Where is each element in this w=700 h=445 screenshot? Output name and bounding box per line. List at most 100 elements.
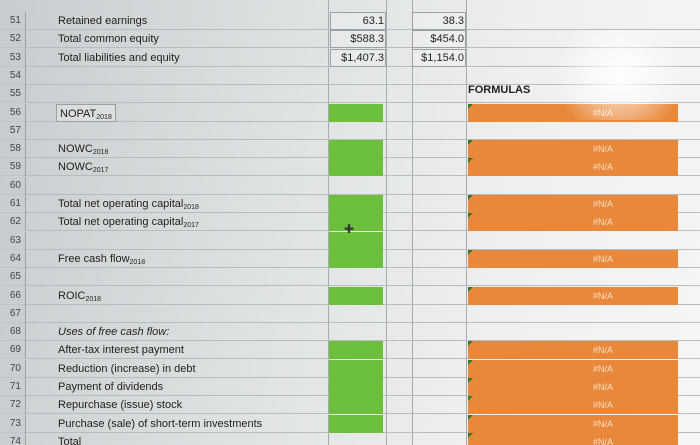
row-label-text: NOWC (58, 161, 93, 174)
formula-cell-orange[interactable]: #N/A (468, 359, 678, 378)
error-indicator-icon (468, 359, 473, 365)
formula-error: #N/A (592, 217, 613, 228)
row-label-text: After-tax interest payment (58, 344, 184, 357)
input-cell-green[interactable] (329, 396, 383, 415)
cell-2018[interactable] (330, 12, 386, 30)
row-number[interactable]: 65 (0, 268, 26, 287)
formula-cell-orange[interactable]: #N/A (468, 378, 678, 396)
formula-cell-orange[interactable]: #N/A (468, 414, 678, 433)
input-cell-green[interactable] (329, 213, 383, 232)
row-label-text: Reduction (increase) in debt (58, 362, 196, 375)
row-number[interactable]: 66 (0, 286, 26, 305)
formula-cell-orange[interactable]: #N/A (468, 432, 678, 445)
cell-2017[interactable] (412, 48, 466, 67)
row-number[interactable]: 64 (0, 249, 26, 268)
table-row: 52 Total common equity $588.3 $454.0 (0, 30, 700, 49)
row-number[interactable]: 72 (0, 396, 26, 415)
row-label[interactable]: Payment of dividends (58, 378, 163, 396)
row-label[interactable]: NOWC2017 (58, 158, 108, 176)
formula-cell-orange[interactable]: #N/A (468, 213, 678, 232)
row-label[interactable]: Total (58, 433, 81, 445)
formula-cell-orange[interactable]: #N/A (468, 195, 678, 213)
formula-error: #N/A (592, 199, 613, 209)
row-label[interactable]: Uses of free cash flow: (58, 323, 169, 341)
cell-2017[interactable] (412, 30, 466, 49)
row-label[interactable]: Total net operating capital2017 (58, 213, 199, 231)
row-label[interactable]: Retained earnings (58, 12, 147, 30)
row-label-text: NOPAT (60, 107, 97, 120)
table-row: 67 (0, 304, 700, 323)
formula-cell-orange[interactable]: #N/A (468, 341, 678, 360)
table-row: 74 Total #N/A (0, 432, 700, 445)
row-label[interactable]: Reduction (increase) in debt (58, 360, 196, 378)
row-number[interactable]: 68 (0, 323, 26, 342)
row-number[interactable]: 71 (0, 378, 26, 396)
row-number[interactable]: 57 (0, 121, 26, 140)
table-row: 66 ROIC2018 #N/A (0, 286, 700, 305)
cell-2018[interactable] (330, 48, 386, 67)
input-cell-green[interactable] (329, 231, 383, 250)
row-label[interactable]: Repurchase (issue) stock (58, 396, 182, 414)
row-number[interactable]: 62 (0, 213, 26, 232)
row-number[interactable]: 73 (0, 414, 26, 433)
row-number[interactable]: 52 (0, 30, 26, 49)
formula-error: #N/A (592, 162, 613, 173)
formula-cell-orange[interactable]: #N/A (468, 286, 678, 305)
formula-cell-orange[interactable]: #N/A (468, 396, 678, 415)
row-number[interactable]: 67 (0, 304, 26, 323)
row-label[interactable]: Total common equity (58, 30, 159, 48)
row-number[interactable]: 56 (0, 103, 26, 122)
row-label[interactable]: Total net operating capital2018 (58, 195, 199, 213)
column-divider (412, 0, 413, 445)
row-number[interactable]: 63 (0, 231, 26, 250)
error-indicator-icon (468, 103, 473, 109)
row-label[interactable]: Free cash flow2018 (58, 250, 145, 268)
cell-2018[interactable] (330, 30, 386, 49)
row-label[interactable]: ROIC2018 (58, 287, 101, 305)
row-number[interactable]: 59 (0, 158, 26, 177)
table-row: 69 After-tax interest payment #N/A (0, 341, 700, 360)
row-number[interactable]: 53 (0, 48, 26, 67)
input-cell-green[interactable] (329, 359, 383, 378)
input-cell-green[interactable] (329, 140, 383, 159)
row-number[interactable]: 54 (0, 66, 26, 85)
input-cell-green[interactable] (329, 341, 383, 360)
row-label[interactable]: Total liabilities and equity (58, 49, 180, 67)
input-cell-green[interactable] (329, 414, 383, 433)
input-cell-green[interactable] (329, 103, 383, 122)
formula-cell-orange[interactable]: #N/A (468, 140, 678, 159)
input-cell-green[interactable] (329, 286, 383, 305)
value-2018: 63.1 (362, 15, 384, 27)
input-cell-green[interactable] (329, 195, 383, 213)
row-number[interactable]: 69 (0, 341, 26, 360)
row-label[interactable]: After-tax interest payment (58, 341, 184, 359)
cell-2017[interactable] (412, 12, 466, 30)
column-divider (386, 0, 387, 445)
input-cell-green[interactable] (329, 378, 383, 396)
formula-cell-orange[interactable]: #N/A (468, 158, 678, 177)
row-label-text: NOWC (58, 143, 93, 156)
row-number[interactable]: 70 (0, 359, 26, 378)
formula-error: #N/A (592, 418, 613, 429)
input-cell-green[interactable] (329, 249, 383, 268)
row-number[interactable]: 61 (0, 195, 26, 213)
row-number[interactable]: 55 (0, 85, 26, 104)
table-row: 60 (0, 176, 700, 195)
table-row: 53 Total liabilities and equity $1,407.3 $1… (0, 48, 700, 67)
input-cell-green[interactable] (329, 158, 383, 177)
row-label-text: Total (58, 435, 82, 445)
error-indicator-icon (468, 414, 473, 420)
row-label[interactable]: NOWC2018 (58, 140, 108, 158)
row-number[interactable]: 60 (0, 176, 26, 195)
row-label[interactable]: Purchase (sale) of short-term investment… (58, 415, 262, 433)
row-number[interactable]: 74 (0, 432, 26, 445)
row-number[interactable]: 58 (0, 140, 26, 159)
row-number[interactable]: 51 (0, 12, 26, 30)
formula-error: #N/A (592, 345, 613, 356)
table-row: 71 Payment of dividends #N/A (0, 378, 700, 396)
formula-cell-orange[interactable]: #N/A (468, 249, 678, 268)
table-row: 63 (0, 231, 700, 250)
table-row: 57 (0, 121, 700, 140)
row-label[interactable]: NOPAT2018 (56, 103, 116, 122)
